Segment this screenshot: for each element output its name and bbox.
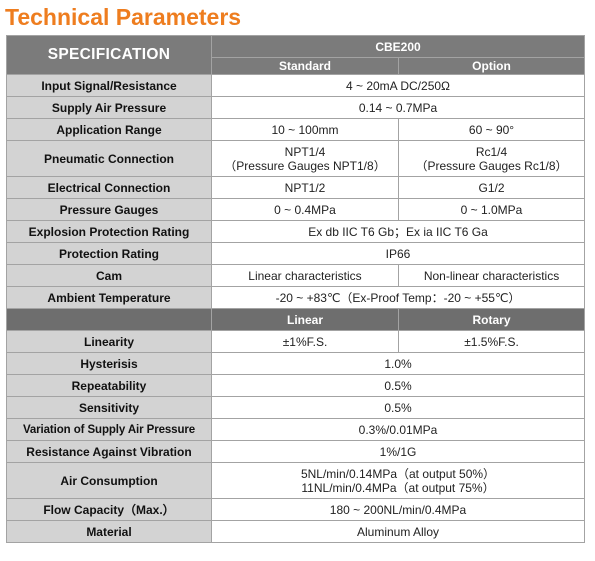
table-row: Electrical Connection NPT1/2 G1/2 [6, 176, 586, 199]
row-value-line-2: 11NL/min/0.4MPa（at output 75%） [301, 480, 495, 495]
row-value: 1.0% [210, 352, 586, 375]
table-row: Protection Rating IP66 [6, 242, 586, 265]
table-row: Pressure Gauges 0 ~ 0.4MPa 0 ~ 1.0MPa [6, 198, 586, 221]
row-label: Flow Capacity（Max.） [6, 498, 212, 521]
table-subheader-row: Standard Option [7, 57, 586, 75]
standard-value: Linear characteristics [211, 264, 399, 287]
row-value: 0.5% [210, 374, 586, 397]
table-row: Application Range 10 ~ 100mm 60 ~ 90° [6, 118, 586, 141]
option-value: Rc1/4 （Pressure Gauges Rc1/8） [397, 140, 586, 177]
row-label: Protection Rating [6, 242, 212, 265]
table-row: Ambient Temperature -20 ~ +83℃（Ex-Proof … [6, 286, 586, 309]
row-label: Repeatability [6, 374, 212, 397]
row-label: Variation of Supply Air Pressure [6, 418, 212, 441]
table-header-row: SPECIFICATION CBE200 [6, 35, 586, 75]
table-row: Explosion Protection Rating Ex db IIC T6… [6, 220, 586, 243]
table-row: Variation of Supply Air Pressure 0.3%/0.… [6, 418, 586, 441]
option-value: 0 ~ 1.0MPa [397, 198, 586, 221]
standard-value: NPT1/4 （Pressure Gauges NPT1/8） [211, 140, 399, 177]
row-value: 1%/1G [210, 440, 586, 463]
option-header: Option [397, 57, 586, 75]
standard-value: NPT1/2 [211, 176, 399, 199]
row-label: Resistance Against Vibration [6, 440, 212, 463]
table-row: Supply Air Pressure 0.14 ~ 0.7MPa [6, 96, 586, 119]
row-label: Linearity [6, 330, 212, 353]
row-label: Cam [6, 264, 212, 287]
row-value: Aluminum Alloy [210, 520, 586, 543]
row-label: Pressure Gauges [6, 198, 212, 221]
row-value: 0.3%/0.01MPa [210, 418, 586, 441]
row-label: Supply Air Pressure [6, 96, 212, 119]
table-row: Cam Linear characteristics Non-linear ch… [6, 264, 586, 287]
table-row: Material Aluminum Alloy [6, 520, 586, 543]
table-row: Resistance Against Vibration 1%/1G [6, 440, 586, 463]
linear-value: ±1%F.S. [211, 330, 399, 353]
standard-value-line-1: NPT1/4 [284, 144, 326, 159]
row-label: Input Signal/Resistance [6, 74, 212, 97]
rotary-value: ±1.5%F.S. [397, 330, 586, 353]
row-label: Pneumatic Connection [6, 140, 212, 177]
row-label: Ambient Temperature [6, 286, 212, 309]
row-label: Hysterisis [6, 352, 212, 375]
option-value: G1/2 [397, 176, 586, 199]
rotary-header: Rotary [397, 308, 586, 331]
table-row: Pneumatic Connection NPT1/4 （Pressure Ga… [6, 140, 586, 177]
specification-header: SPECIFICATION [6, 35, 212, 75]
option-value-line-1: Rc1/4 [475, 144, 508, 159]
row-value: 4 ~ 20mA DC/250Ω [210, 74, 586, 97]
table-row: Flow Capacity（Max.） 180 ~ 200NL/min/0.4M… [6, 498, 586, 521]
table-row: Hysterisis 1.0% [6, 352, 586, 375]
row-value: Ex db IIC T6 Gb；Ex ia IIC T6 Ga [210, 220, 586, 243]
option-value-line-2: （Pressure Gauges Rc1/8） [415, 158, 568, 173]
technical-parameters-table: SPECIFICATION CBE200 Standard Option Inp… [6, 35, 586, 543]
row-label: Sensitivity [6, 396, 212, 419]
page-title: Technical Parameters [5, 4, 242, 30]
table-row: Linearity ±1%F.S. ±1.5%F.S. [6, 330, 586, 353]
row-value: 5NL/min/0.14MPa（at output 50%） 11NL/min/… [210, 462, 586, 499]
table-row: Sensitivity 0.5% [6, 396, 586, 419]
row-value: 0.5% [210, 396, 586, 419]
table-row: Input Signal/Resistance 4 ~ 20mA DC/250Ω [6, 74, 586, 97]
row-value: -20 ~ +83℃（Ex-Proof Temp：-20 ~ +55℃） [210, 286, 586, 309]
standard-value: 0 ~ 0.4MPa [211, 198, 399, 221]
row-label: Material [6, 520, 212, 543]
option-value: Non-linear characteristics [397, 264, 586, 287]
option-value: 60 ~ 90° [397, 118, 586, 141]
table-row: Repeatability 0.5% [6, 374, 586, 397]
row-label: Application Range [6, 118, 212, 141]
section-header-row: Linear Rotary [6, 308, 586, 331]
row-label: Air Consumption [6, 462, 212, 499]
row-label: Explosion Protection Rating [6, 220, 212, 243]
standard-value-line-2: （Pressure Gauges NPT1/8） [224, 158, 386, 173]
row-value: IP66 [210, 242, 586, 265]
row-value: 0.14 ~ 0.7MPa [210, 96, 586, 119]
table-row: Air Consumption 5NL/min/0.14MPa（at outpu… [6, 462, 586, 499]
row-value: 180 ~ 200NL/min/0.4MPa [210, 498, 586, 521]
section-header-blank [6, 308, 212, 331]
row-label: Electrical Connection [6, 176, 212, 199]
row-value-line-1: 5NL/min/0.14MPa（at output 50%） [300, 466, 496, 481]
standard-header: Standard [211, 57, 399, 75]
standard-value: 10 ~ 100mm [211, 118, 399, 141]
linear-header: Linear [211, 308, 399, 331]
model-header: CBE200 [210, 35, 586, 58]
